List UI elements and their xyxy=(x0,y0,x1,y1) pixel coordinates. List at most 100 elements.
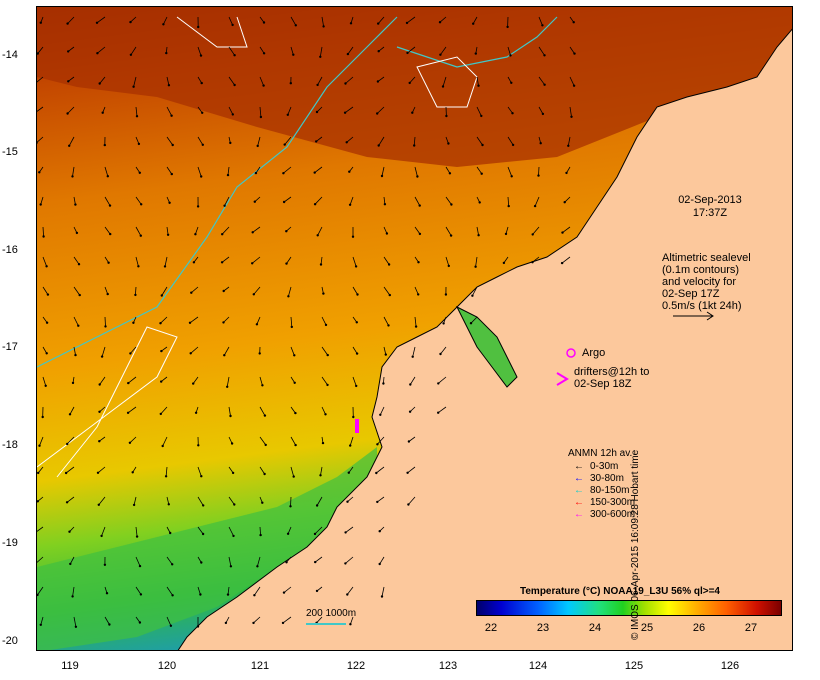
velocity-arrow-head xyxy=(376,443,379,446)
velocity-arrow-head xyxy=(378,530,381,533)
velocity-arrow-head xyxy=(107,261,110,264)
velocity-arrow xyxy=(379,556,385,565)
anmn-legend-item: ← 0-30m xyxy=(574,461,618,473)
velocity-arrow xyxy=(379,406,385,415)
velocity-arrow-head xyxy=(472,22,475,25)
velocity-arrow-head xyxy=(68,530,71,533)
sealevel-contour xyxy=(37,326,178,478)
velocity-arrow-head xyxy=(259,533,262,537)
velocity-arrow-head xyxy=(349,444,352,447)
velocity-arrow-head xyxy=(314,560,317,564)
velocity-arrow xyxy=(42,286,49,295)
velocity-arrow-head xyxy=(343,111,347,114)
velocity-arrow xyxy=(290,466,295,477)
velocity-arrow xyxy=(259,406,266,416)
velocity-arrow-head xyxy=(411,355,414,358)
velocity-arrow xyxy=(352,346,358,354)
velocity-arrow-head xyxy=(543,83,546,86)
velocity-arrow-head xyxy=(127,381,130,385)
arrow-left-icon: ← xyxy=(574,473,584,484)
velocity-arrow-head xyxy=(66,22,69,25)
argo-marker[interactable] xyxy=(566,348,576,358)
velocity-arrow xyxy=(37,106,44,112)
velocity-arrow-head xyxy=(221,233,224,236)
velocity-arrow-head xyxy=(324,323,328,327)
velocity-arrow-head xyxy=(502,261,506,265)
velocity-arrow xyxy=(569,106,572,117)
velocity-arrow-head xyxy=(188,321,192,324)
velocity-arrow xyxy=(314,196,323,205)
velocity-arrow-head xyxy=(106,175,110,178)
velocity-arrow-head xyxy=(449,234,453,237)
velocity-arrow xyxy=(376,466,385,474)
velocity-arrow-head xyxy=(138,621,142,624)
velocity-arrow-head xyxy=(437,411,440,414)
velocity-arrow-head xyxy=(39,623,42,626)
velocity-arrow xyxy=(37,136,44,143)
velocity-arrow-head xyxy=(96,52,99,55)
velocity-arrow-head xyxy=(95,21,99,24)
velocity-arrow xyxy=(507,196,510,207)
velocity-arrow-head xyxy=(137,265,140,268)
velocity-arrow xyxy=(166,166,173,175)
velocity-arrow xyxy=(569,76,575,86)
velocity-arrow xyxy=(104,166,109,177)
velocity-arrow-head xyxy=(408,410,412,413)
velocity-arrow-head xyxy=(324,413,327,416)
velocity-arrow-head xyxy=(347,471,350,474)
anmn-legend-label: 0-30m xyxy=(590,461,619,472)
velocity-arrow-head xyxy=(478,201,481,204)
velocity-arrow-head xyxy=(261,384,264,387)
velocity-arrow xyxy=(442,76,447,87)
velocity-arrow-head xyxy=(226,593,230,596)
velocity-arrow-head xyxy=(167,503,170,506)
drifters-label-line: drifters@12h to xyxy=(574,366,650,378)
velocity-arrow-head xyxy=(504,232,508,236)
velocity-arrow-head xyxy=(252,293,255,296)
anmn-mooring-marker[interactable] xyxy=(355,419,359,433)
velocity-arrow xyxy=(288,286,292,297)
velocity-arrow xyxy=(66,496,75,503)
velocity-arrow-head xyxy=(376,500,379,504)
velocity-arrow xyxy=(73,286,81,296)
velocity-arrow-head xyxy=(294,443,297,447)
velocity-arrow xyxy=(383,286,391,296)
x-tick: 119 xyxy=(61,660,79,672)
velocity-arrow-head xyxy=(164,475,168,478)
velocity-arrow-head xyxy=(572,84,576,87)
velocity-arrow xyxy=(350,616,354,625)
velocity-arrow-head xyxy=(224,621,228,625)
velocity-arrow xyxy=(252,226,261,233)
velocity-arrow-head xyxy=(165,51,168,55)
velocity-arrow xyxy=(352,376,357,387)
velocity-arrow-head xyxy=(315,589,319,593)
velocity-arrow xyxy=(383,346,387,355)
arrow-left-icon: ← xyxy=(574,509,584,520)
velocity-arrow xyxy=(407,466,416,474)
velocity-arrow-head xyxy=(196,625,200,628)
velocity-arrow xyxy=(99,376,106,385)
velocity-arrow-head xyxy=(96,471,100,474)
velocity-arrow xyxy=(413,136,416,146)
velocity-arrow xyxy=(437,406,447,414)
anmn-legend-item: ← 150-300m xyxy=(574,497,635,509)
colorbar-tick: 22 xyxy=(484,622,498,634)
drifter-marker[interactable] xyxy=(556,372,569,386)
velocity-arrow-head xyxy=(282,172,285,175)
map-panel[interactable] xyxy=(36,6,793,651)
velocity-arrow xyxy=(99,76,106,84)
velocity-arrow xyxy=(445,256,450,267)
velocity-arrow xyxy=(160,316,168,324)
velocity-arrow xyxy=(321,316,327,326)
velocity-arrow xyxy=(166,496,170,505)
anmn-legend-item: ← 300-600m xyxy=(574,509,635,521)
velocity-arrow xyxy=(259,46,265,54)
velocity-arrow-head xyxy=(170,172,173,176)
velocity-arrow xyxy=(445,226,452,236)
velocity-arrow xyxy=(160,406,168,415)
velocity-arrow-head xyxy=(355,321,358,324)
velocity-arrow-head xyxy=(263,472,266,476)
velocity-arrow xyxy=(128,376,137,384)
velocity-arrow-head xyxy=(167,84,171,87)
velocity-arrow xyxy=(197,466,202,477)
